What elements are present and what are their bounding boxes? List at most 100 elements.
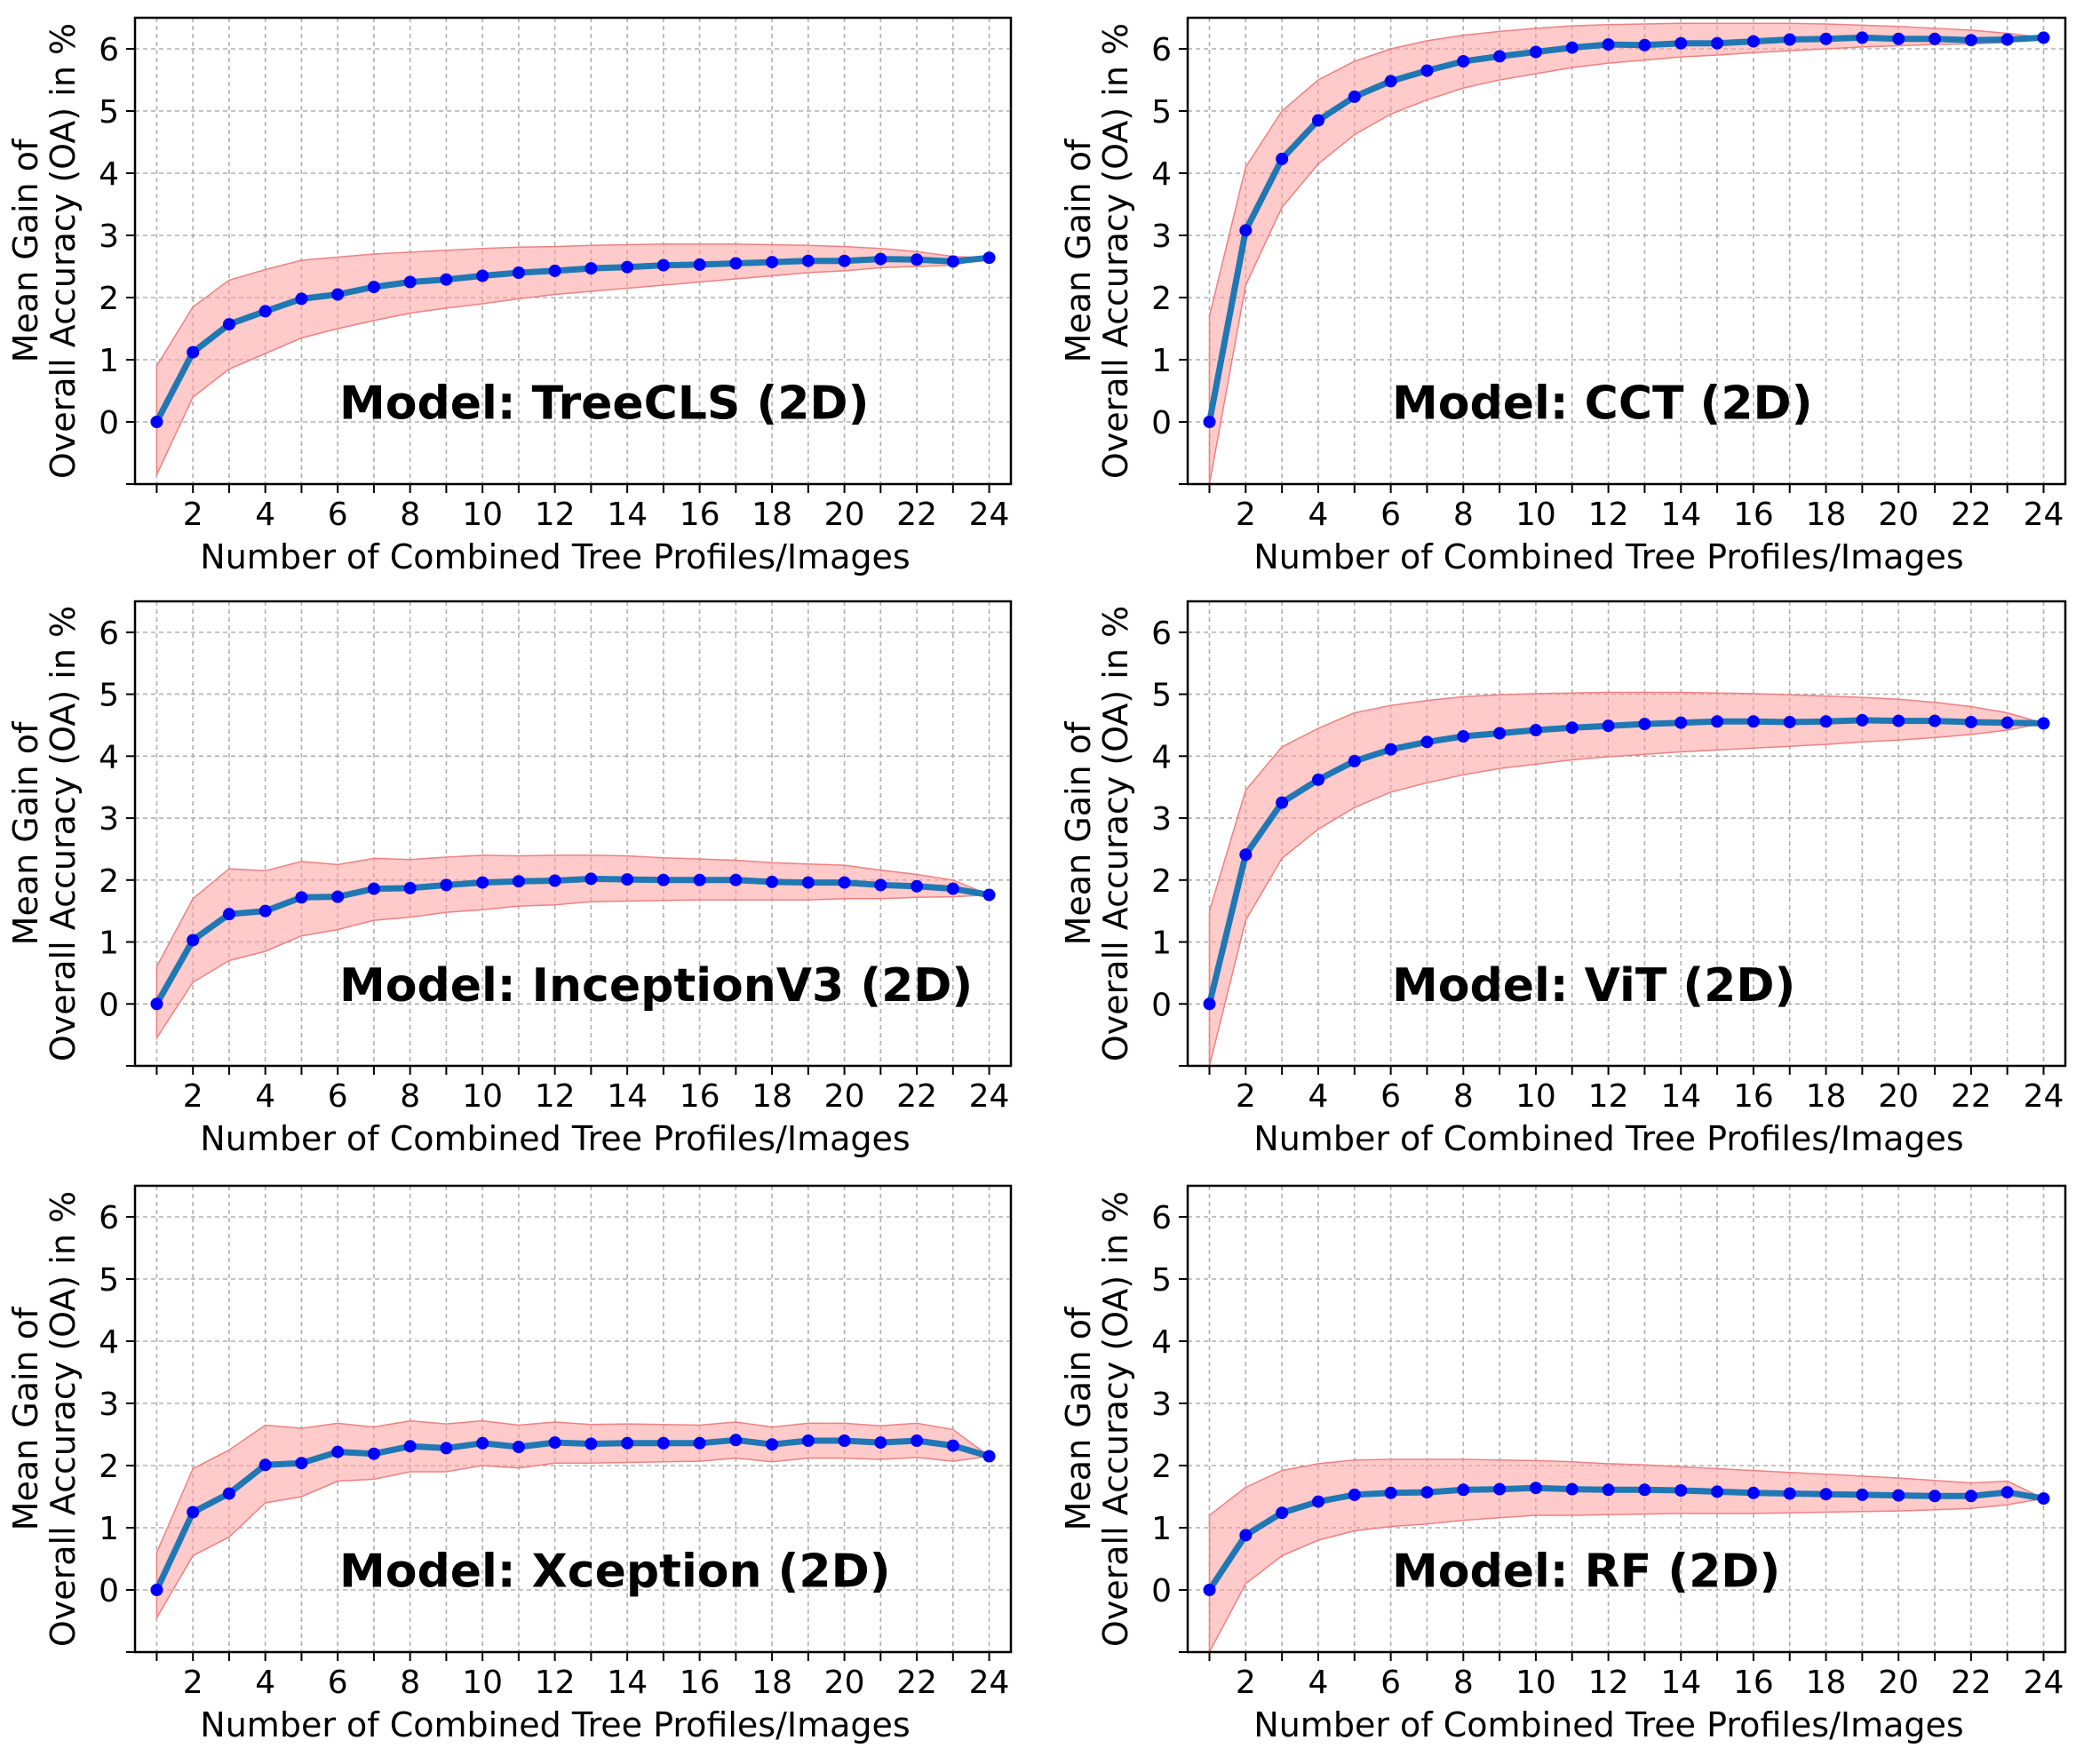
std-band [1208, 691, 2044, 1066]
x-tick-label: 4 [255, 497, 275, 533]
data-point [222, 908, 235, 921]
y-tick-label: 5 [1151, 94, 1172, 131]
x-tick-label: 6 [328, 1078, 348, 1115]
data-point [946, 1439, 959, 1452]
data-point [367, 281, 380, 294]
x-tick-label: 22 [896, 1665, 937, 1701]
x-tick-label: 10 [1515, 1078, 1556, 1115]
data-point [656, 1436, 670, 1450]
data-point [259, 904, 272, 918]
x-tick-label: 20 [1878, 1665, 1919, 1701]
data-point [150, 416, 163, 428]
x-tick-label: 10 [1515, 1665, 1556, 1701]
data-point [911, 253, 924, 266]
std-band [155, 854, 990, 1041]
x-tick-label: 12 [535, 1078, 576, 1115]
y-axis-label-line1: Mean Gain of [1059, 1306, 1098, 1530]
y-tick-label: 6 [1151, 32, 1172, 68]
y-tick-label: 3 [99, 1387, 119, 1423]
data-point [1493, 50, 1507, 63]
y-tick-label: 0 [99, 1573, 119, 1609]
plot-frame [133, 16, 1013, 486]
data-point [187, 1506, 200, 1519]
data-point [1529, 724, 1542, 737]
y-tick-label: 6 [99, 616, 119, 652]
data-point [1276, 152, 1289, 165]
plot-frame [133, 1184, 1013, 1654]
data-point [1384, 1486, 1397, 1499]
data-point [187, 934, 200, 947]
x-tick-label: 6 [328, 1665, 348, 1701]
y-tick-label: 0 [1151, 987, 1172, 1023]
x-tick-label: 2 [1236, 1078, 1256, 1115]
data-point [656, 873, 670, 886]
data-point [1964, 1490, 1977, 1503]
x-tick-label: 24 [2024, 497, 2064, 533]
data-point [1674, 716, 1688, 729]
data-point [331, 288, 345, 301]
x-tick-label: 24 [969, 497, 1010, 533]
y-axis-label-line1: Mean Gain of [1059, 138, 1098, 362]
data-point [982, 888, 996, 902]
x-tick-label: 2 [1236, 1665, 1256, 1701]
model-annotation: Model: ViT (2D) [1392, 959, 1795, 1013]
data-point [801, 876, 815, 889]
data-point [585, 872, 598, 886]
x-tick-label: 10 [462, 497, 503, 533]
x-axis-label: Number of Combined Tree Profiles/Images [200, 1705, 910, 1744]
data-point [1529, 45, 1542, 59]
x-tick-label: 8 [400, 1078, 420, 1115]
y-tick-label: 5 [1151, 678, 1172, 714]
data-point [1783, 33, 1796, 46]
y-axis-label-line1: Mean Gain of [6, 138, 45, 362]
data-point [1420, 1486, 1434, 1499]
data-point [1384, 75, 1397, 88]
x-tick-label: 22 [896, 1078, 937, 1115]
data-point [2037, 1492, 2050, 1506]
y-axis-label-line2: Overall Accuracy (OA) in % [1096, 606, 1135, 1061]
x-tick-label: 14 [1660, 1665, 1701, 1701]
model-annotation: Model: CCT (2D) [1392, 377, 1812, 431]
data-point [1746, 715, 1760, 728]
y-tick-label: 1 [99, 1511, 119, 1547]
data-point [1856, 31, 1869, 44]
y-tick-label: 6 [99, 1200, 119, 1236]
data-point [187, 346, 200, 359]
data-point [512, 875, 525, 888]
x-tick-label: 18 [1806, 1665, 1847, 1701]
data-point [476, 876, 489, 889]
data-point [729, 873, 743, 886]
x-tick-label: 22 [896, 497, 937, 533]
x-tick-label: 6 [1380, 497, 1401, 533]
data-point [838, 876, 851, 889]
y-tick-label: 4 [99, 156, 119, 193]
data-point [585, 1437, 598, 1450]
y-tick-label: 2 [1151, 1449, 1172, 1485]
y-tick-label: 4 [1151, 739, 1172, 775]
data-point [1746, 1486, 1760, 1499]
x-tick-label: 8 [1453, 1078, 1474, 1115]
x-tick-label: 6 [1380, 1665, 1401, 1701]
x-tick-label: 18 [752, 497, 792, 533]
x-tick-label: 8 [1453, 497, 1474, 533]
y-tick-label: 2 [99, 863, 119, 900]
x-tick-label: 2 [1236, 497, 1256, 533]
x-tick-label: 16 [1733, 1078, 1774, 1115]
y-tick-label: 4 [1151, 156, 1172, 193]
x-tick-label: 20 [824, 497, 865, 533]
data-point [150, 997, 163, 1011]
x-tick-label: 12 [535, 497, 576, 533]
data-point [766, 256, 779, 269]
data-point [1602, 38, 1615, 52]
x-tick-label: 2 [183, 1665, 203, 1701]
data-point [2037, 31, 2050, 44]
data-point [1276, 1506, 1289, 1520]
data-point [1819, 32, 1833, 45]
data-point [1746, 35, 1760, 48]
data-point [1602, 719, 1615, 733]
data-point [693, 258, 706, 271]
y-tick-label: 5 [99, 1262, 119, 1299]
